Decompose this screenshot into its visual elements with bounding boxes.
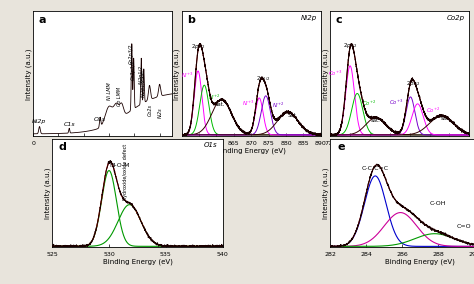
Y-axis label: Intensity (a.u.): Intensity (a.u.) [174, 48, 180, 100]
Text: Sat.: Sat. [215, 103, 225, 107]
Text: $2p_{1/2}$: $2p_{1/2}$ [406, 80, 421, 88]
Text: C-OH: C-OH [429, 201, 446, 206]
Text: Co2s: Co2s [147, 104, 153, 116]
Text: C1s: C1s [64, 122, 75, 127]
Text: $Ni^{+3}$: $Ni^{+3}$ [181, 70, 194, 80]
X-axis label: Binding Energy (eV): Binding Energy (eV) [68, 148, 137, 154]
Text: O1s: O1s [204, 142, 218, 149]
Text: $Co^{+2}$: $Co^{+2}$ [362, 99, 376, 108]
X-axis label: Binding Energy (eV): Binding Energy (eV) [216, 148, 286, 154]
Text: $Ni^{+3}$: $Ni^{+3}$ [242, 98, 255, 108]
Y-axis label: Intensity (a.u.): Intensity (a.u.) [322, 167, 329, 219]
Text: Co2p1/2: Co2p1/2 [131, 59, 136, 80]
Text: hydroxide/oxide defect: hydroxide/oxide defect [123, 143, 128, 200]
Text: Co2p: Co2p [447, 15, 465, 21]
Y-axis label: Intensity (a.u.): Intensity (a.u.) [44, 167, 51, 219]
Text: $2p_{3/2}$: $2p_{3/2}$ [191, 43, 205, 51]
Text: Co2p3/2: Co2p3/2 [129, 43, 134, 64]
Text: b: b [187, 15, 195, 25]
Text: sat.: sat. [371, 118, 381, 123]
Text: a: a [39, 15, 46, 25]
Text: O1s: O1s [94, 117, 106, 122]
X-axis label: Binding Energy (eV): Binding Energy (eV) [102, 258, 173, 265]
Text: Ni LMM: Ni LMM [107, 82, 112, 100]
Text: $Ni^{+2}$: $Ni^{+2}$ [272, 101, 285, 110]
Text: Sat.: Sat. [288, 113, 298, 118]
Text: $Co^{+3}$: $Co^{+3}$ [328, 69, 342, 78]
Y-axis label: Intensity (a.u.): Intensity (a.u.) [322, 48, 329, 100]
Text: Ni2s: Ni2s [158, 108, 163, 118]
Text: $2p_{3/2}$: $2p_{3/2}$ [343, 42, 357, 50]
Y-axis label: Intensity (a.u.): Intensity (a.u.) [25, 48, 32, 100]
Text: $Co^{+3}$: $Co^{+3}$ [389, 97, 404, 107]
Text: C=O: C=O [456, 224, 471, 229]
X-axis label: Binding Energy (eV): Binding Energy (eV) [385, 258, 455, 265]
Text: M-O-M: M-O-M [109, 163, 129, 168]
Text: c: c [336, 15, 342, 25]
X-axis label: Binding Energy (eV): Binding Energy (eV) [365, 148, 435, 154]
Text: Co LMM: Co LMM [117, 87, 122, 106]
Text: Ni2p1/2: Ni2p1/2 [139, 65, 144, 84]
Text: Ni2p: Ni2p [301, 15, 317, 21]
Text: $Co^{+2}$: $Co^{+2}$ [426, 106, 440, 115]
Text: e: e [337, 142, 345, 153]
Text: Ni2p: Ni2p [32, 119, 46, 124]
Text: $2p_{1/2}$: $2p_{1/2}$ [256, 74, 271, 83]
Text: sat.: sat. [440, 116, 450, 122]
Text: C-C/C=C: C-C/C=C [362, 166, 389, 171]
Text: d: d [59, 142, 67, 153]
Text: Ni2p1/2Sat.: Ni2p1/2Sat. [141, 68, 146, 97]
Text: $Ni^{+2}$: $Ni^{+2}$ [208, 93, 220, 102]
